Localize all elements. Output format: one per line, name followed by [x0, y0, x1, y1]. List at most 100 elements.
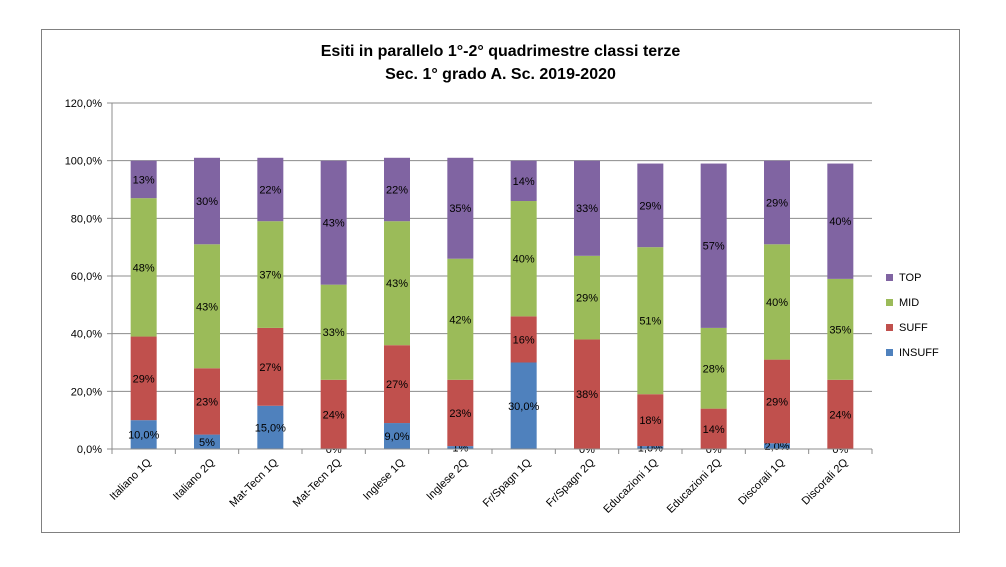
data-label: 57% [703, 241, 725, 253]
bar-suff [194, 368, 220, 435]
x-tick-label: Mat-Tecn 2Q [291, 456, 344, 509]
data-label: 14% [513, 176, 535, 188]
y-tick-label: 60,0% [71, 271, 102, 283]
bar-top [194, 157, 220, 245]
data-label: 29% [639, 200, 661, 212]
x-tick-label: Inglese 2Q [424, 456, 470, 502]
data-label: 18% [639, 415, 661, 427]
data-label: 30,0% [508, 401, 539, 413]
data-label: 29% [766, 197, 788, 209]
bar-top [764, 160, 790, 245]
data-label: 27% [386, 379, 408, 391]
bar-mid [700, 327, 727, 409]
chart-title-line-2: Sec. 1° grado A. Sc. 2019-2020 [385, 66, 616, 83]
data-label: 23% [449, 408, 471, 420]
bar-suff [447, 379, 474, 447]
bar-mid [827, 278, 854, 380]
data-label: 14% [703, 424, 725, 436]
data-label: 13% [133, 174, 155, 186]
y-tick-label: 0,0% [77, 444, 102, 456]
bar-insuff [447, 446, 474, 449]
bar-suff [637, 394, 664, 447]
bar-top [384, 157, 410, 222]
legend-label: TOP [899, 271, 922, 284]
chart-title: Esiti in parallelo 1°-2° quadrimestre cl… [41, 40, 960, 86]
bar-top [827, 163, 854, 279]
data-label: 29% [766, 396, 788, 408]
legend-swatch [886, 349, 893, 356]
bar-insuff [764, 443, 790, 449]
legend-label: SUFF [899, 321, 928, 334]
legend-label: INSUFF [899, 346, 939, 359]
bar-suff [510, 316, 537, 363]
data-label: 30% [196, 196, 218, 208]
x-tick-label: Educazioni 2Q [665, 456, 724, 515]
data-label: 24% [323, 409, 345, 421]
bar-insuff [257, 405, 284, 449]
y-tick-label: 20,0% [71, 386, 102, 398]
bar-mid [764, 244, 790, 360]
data-label: 28% [703, 363, 725, 375]
data-label: 35% [449, 203, 471, 215]
chart-title-line-1: Esiti in parallelo 1°-2° quadrimestre cl… [320, 43, 681, 60]
legend-item-suff: SUFF [886, 315, 939, 340]
data-label: 22% [259, 185, 281, 197]
y-tick-label: 40,0% [71, 329, 102, 341]
bar-mid [447, 258, 474, 380]
bar-suff [257, 327, 284, 406]
bar-top [257, 157, 284, 222]
data-label: 10,0% [128, 430, 159, 442]
data-label: 37% [259, 270, 281, 282]
data-label: 15,0% [255, 422, 286, 434]
x-tick-label: Educazioni 1Q [601, 456, 660, 515]
bar-insuff [510, 362, 537, 449]
data-label: 43% [323, 218, 345, 230]
legend-swatch [886, 274, 893, 281]
y-tick-label: 80,0% [71, 213, 102, 225]
data-label: 43% [386, 278, 408, 290]
data-label: 29% [133, 373, 155, 385]
data-label: 35% [829, 324, 851, 336]
legend-item-insuff: INSUFF [886, 340, 939, 365]
data-label: 33% [576, 203, 598, 215]
bar-insuff [637, 446, 664, 449]
data-label: 40% [766, 297, 788, 309]
data-label: 2,0% [764, 441, 789, 453]
bar-top [130, 160, 157, 199]
legend-label: MID [899, 296, 920, 309]
legend-swatch [886, 299, 893, 306]
data-label: 23% [196, 396, 218, 408]
bar-top [320, 160, 347, 285]
bar-top [447, 157, 474, 259]
legend-item-top: TOP [886, 265, 939, 290]
data-label: 9,0% [384, 431, 409, 443]
y-tick-label: 100,0% [65, 156, 103, 168]
bar-mid [637, 247, 664, 395]
bar-insuff [130, 420, 157, 449]
x-tick-label: Mat-Tecn 1Q [227, 456, 280, 509]
legend-swatch [886, 324, 893, 331]
bar-mid [130, 198, 157, 337]
bar-insuff [194, 434, 220, 449]
x-tick-label: Fr/Spagn 1Q [481, 456, 534, 509]
data-label: 42% [449, 314, 471, 326]
bar-mid [510, 201, 537, 317]
legend: TOP MID SUFF INSUFF [886, 265, 939, 365]
data-label: 48% [133, 262, 155, 274]
data-label: 40% [829, 216, 851, 228]
legend-item-mid: MID [886, 290, 939, 315]
data-label: 40% [513, 254, 535, 266]
bar-mid [320, 284, 347, 380]
bar-suff [130, 336, 157, 421]
bar-suff [764, 359, 790, 444]
data-label: 16% [513, 334, 535, 346]
data-label: 43% [196, 301, 218, 313]
bar-top [510, 160, 537, 202]
bar-suff [700, 408, 727, 449]
data-label: 29% [576, 293, 598, 305]
data-label: 51% [639, 316, 661, 328]
data-label: 33% [323, 327, 345, 339]
x-tick-label: Discorali 2Q [800, 456, 851, 507]
data-label: 38% [576, 389, 598, 401]
